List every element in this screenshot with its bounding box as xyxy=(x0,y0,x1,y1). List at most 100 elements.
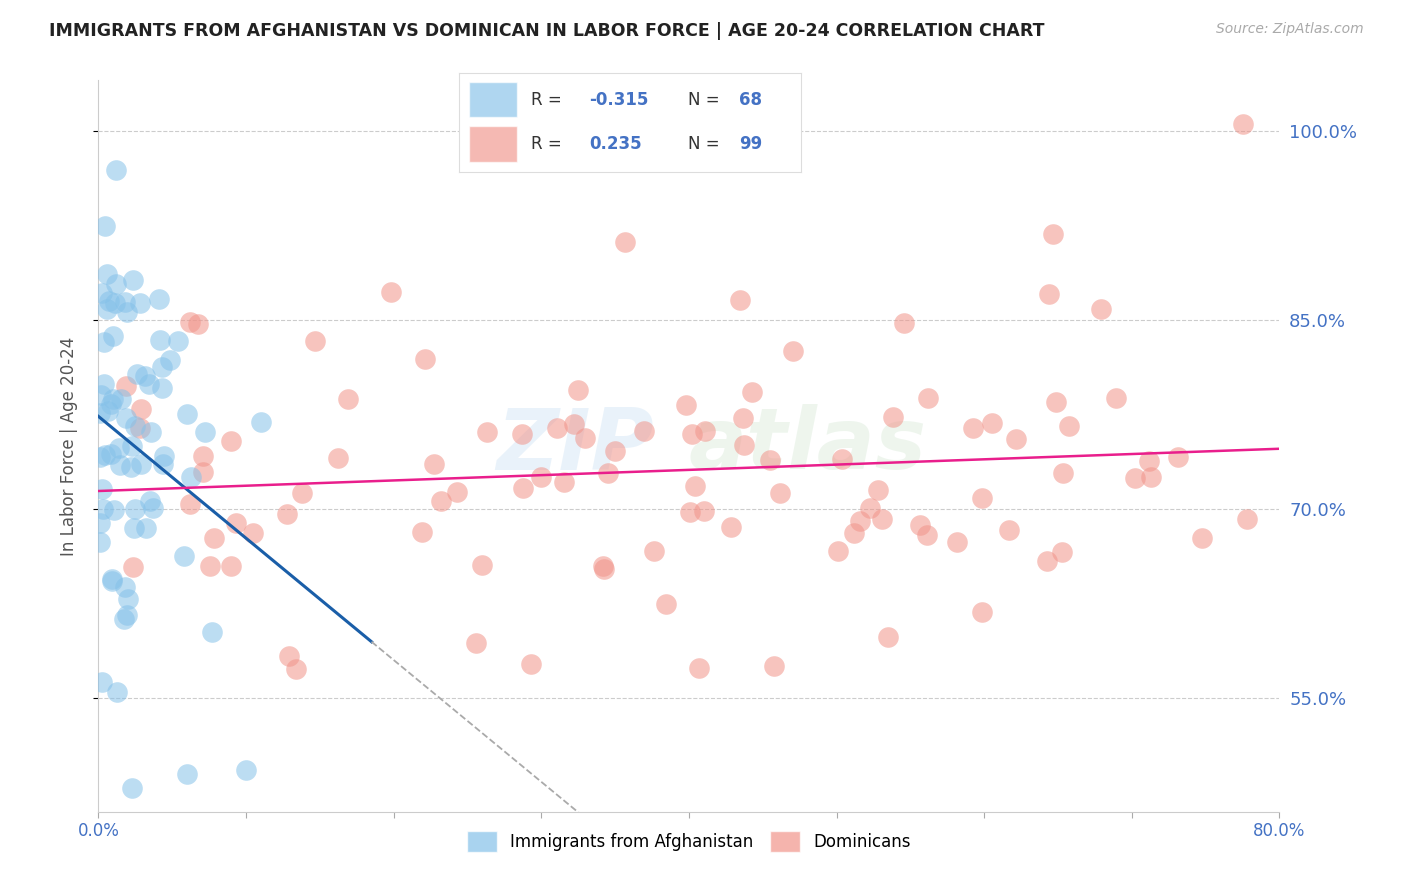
Point xyxy=(124,502,146,516)
Point xyxy=(1036,554,1059,568)
Point xyxy=(870,511,893,525)
Point xyxy=(859,501,882,516)
Point xyxy=(150,381,173,395)
Point xyxy=(827,543,849,558)
Point xyxy=(179,497,201,511)
Point xyxy=(110,392,132,406)
Point xyxy=(1105,391,1128,405)
Point xyxy=(167,334,190,349)
Point xyxy=(122,521,145,535)
Point xyxy=(868,483,890,497)
Point xyxy=(877,630,900,644)
Point xyxy=(520,657,543,672)
Point xyxy=(423,457,446,471)
Point xyxy=(946,535,969,549)
Point xyxy=(242,525,264,540)
Point xyxy=(614,235,637,250)
Point xyxy=(108,441,131,455)
Point xyxy=(173,549,195,564)
Point xyxy=(96,302,118,317)
Point xyxy=(94,219,117,233)
Point xyxy=(915,528,938,542)
Point xyxy=(104,277,127,292)
Point xyxy=(100,397,122,411)
Point xyxy=(112,611,135,625)
Point xyxy=(675,398,697,412)
Point xyxy=(596,466,619,480)
Point xyxy=(249,415,271,429)
Point xyxy=(464,635,486,649)
Text: atlas: atlas xyxy=(689,404,927,488)
Point xyxy=(567,384,589,398)
Y-axis label: In Labor Force | Age 20-24: In Labor Force | Age 20-24 xyxy=(59,336,77,556)
Point xyxy=(980,416,1002,430)
Point xyxy=(114,295,136,310)
Point xyxy=(1042,227,1064,241)
Point xyxy=(962,421,984,435)
Point xyxy=(114,410,136,425)
Point xyxy=(91,501,114,516)
Point xyxy=(1090,301,1112,316)
Point xyxy=(1038,286,1060,301)
Point xyxy=(89,450,111,464)
Point xyxy=(180,470,202,484)
Point xyxy=(235,763,257,777)
Point xyxy=(1232,117,1254,131)
Point xyxy=(91,482,114,496)
Point xyxy=(93,377,115,392)
Point xyxy=(471,558,494,572)
Point xyxy=(510,427,533,442)
Point xyxy=(304,334,326,349)
Point xyxy=(97,404,120,418)
Point xyxy=(117,304,139,318)
Point xyxy=(530,470,553,484)
Point xyxy=(138,377,160,392)
Point xyxy=(176,407,198,421)
Point xyxy=(633,424,655,438)
Point xyxy=(1052,466,1074,480)
Point xyxy=(100,572,122,586)
Point xyxy=(849,514,872,528)
Point xyxy=(89,516,111,530)
Point xyxy=(200,624,222,639)
Point xyxy=(90,387,112,401)
Point xyxy=(278,649,301,664)
Point xyxy=(842,526,865,541)
Point xyxy=(429,494,451,508)
Point xyxy=(1125,471,1147,485)
Point xyxy=(219,558,242,573)
Point xyxy=(728,293,751,307)
Point xyxy=(194,425,217,439)
Point xyxy=(129,457,152,471)
Point xyxy=(122,272,145,286)
Point xyxy=(446,485,468,500)
Point xyxy=(741,385,763,400)
Point xyxy=(643,543,665,558)
Point xyxy=(152,457,174,471)
Point xyxy=(1045,395,1067,409)
Point xyxy=(89,406,111,420)
Point xyxy=(1139,470,1161,484)
Point xyxy=(733,438,755,452)
Point xyxy=(139,494,162,508)
Point xyxy=(1236,512,1258,526)
Point xyxy=(115,607,138,622)
Point xyxy=(475,425,498,439)
Point xyxy=(882,410,904,425)
Point xyxy=(108,458,131,472)
Point xyxy=(681,427,703,442)
Legend: Immigrants from Afghanistan, Dominicans: Immigrants from Afghanistan, Dominicans xyxy=(460,824,918,858)
Point xyxy=(1137,454,1160,468)
Point xyxy=(142,501,165,516)
Point xyxy=(193,465,215,479)
Point xyxy=(546,421,568,435)
Point xyxy=(679,505,702,519)
Point xyxy=(89,534,111,549)
Point xyxy=(1050,545,1073,559)
Point xyxy=(104,296,127,310)
Point xyxy=(141,425,163,439)
Point xyxy=(1191,531,1213,545)
Point xyxy=(831,451,853,466)
Point xyxy=(101,392,124,406)
Point xyxy=(122,560,145,574)
